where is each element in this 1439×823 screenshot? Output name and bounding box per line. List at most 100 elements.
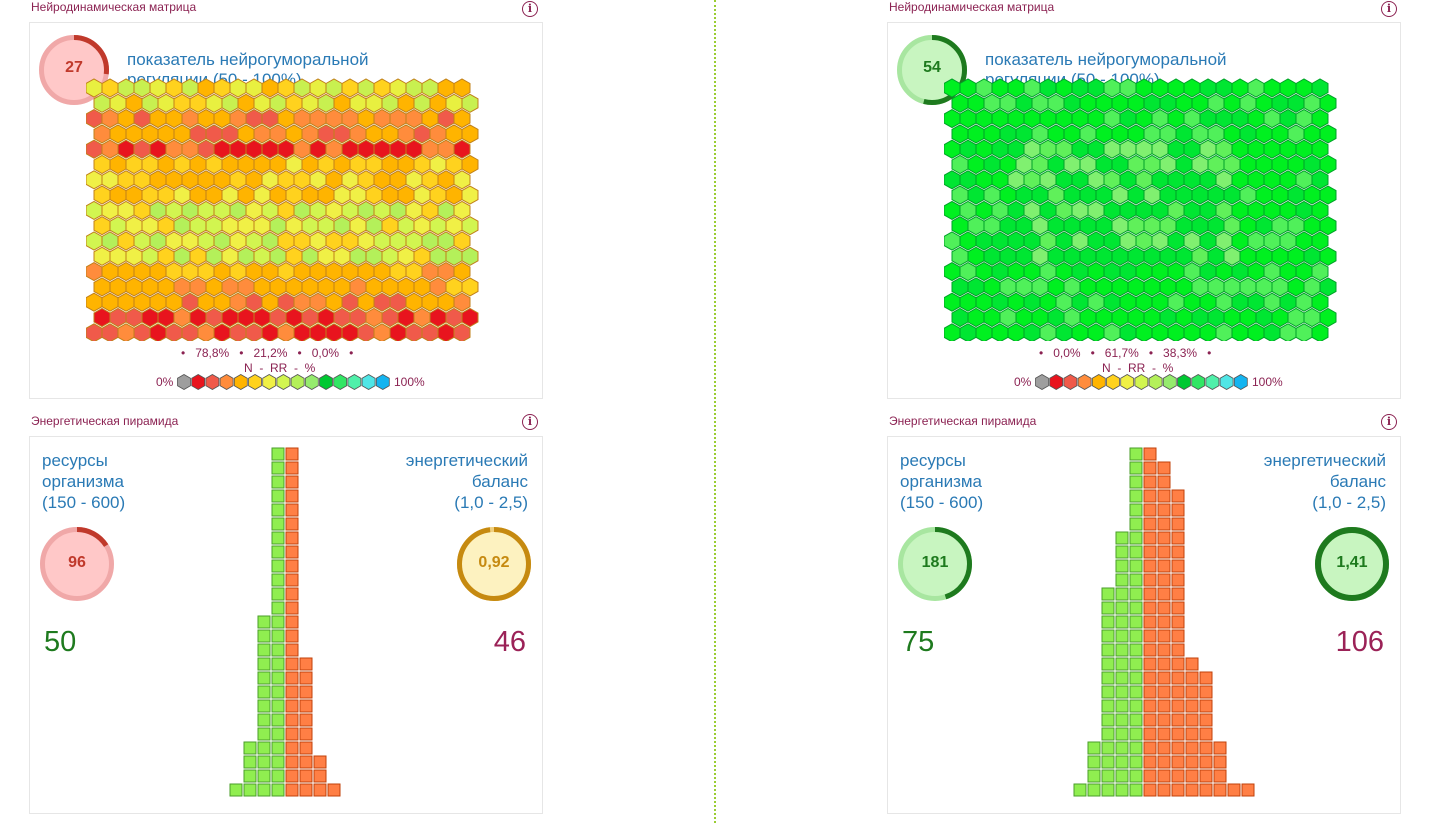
- balance-cell: [299, 783, 313, 797]
- resource-cell: [1115, 685, 1129, 699]
- balance-cell: [1171, 685, 1185, 699]
- hex-cell: [1319, 185, 1337, 205]
- hex-cell: [285, 124, 303, 144]
- hex-cell: [1319, 246, 1337, 266]
- pyramid-info-icon[interactable]: i: [1381, 414, 1397, 430]
- hex-cell: [1287, 246, 1305, 266]
- scale-swatch: [262, 374, 277, 390]
- hex-cell: [325, 170, 343, 190]
- hex-cell: [1231, 170, 1249, 190]
- hex-cell: [1143, 93, 1161, 113]
- resource-cell: [1129, 601, 1143, 615]
- hex-cell: [1127, 93, 1145, 113]
- resource-cell: [257, 643, 271, 657]
- hex-cell: [1183, 323, 1201, 341]
- resource-cell: [257, 615, 271, 629]
- resource-cell: [1129, 503, 1143, 517]
- hex-cell: [309, 200, 327, 220]
- scale-swatch: [1106, 374, 1120, 390]
- hex-cell: [1279, 292, 1297, 312]
- hex-cell: [149, 231, 167, 251]
- hex-cell: [1167, 323, 1185, 341]
- hex-cell: [189, 216, 207, 236]
- balance-cell: [285, 783, 299, 797]
- hex-cell: [1295, 200, 1313, 220]
- hex-cell: [1087, 200, 1105, 220]
- resource-cell: [1115, 615, 1129, 629]
- hex-cell: [975, 231, 993, 251]
- balance-cell: [1171, 755, 1185, 769]
- hex-cell: [1055, 200, 1073, 220]
- scale-swatch: [290, 374, 305, 390]
- hex-cell: [157, 307, 175, 328]
- resource-cell: [1101, 713, 1115, 727]
- hex-cell: [1135, 78, 1153, 98]
- hex-cell: [269, 124, 287, 144]
- scale-swatch: [375, 374, 390, 390]
- hex-cell: [437, 292, 455, 312]
- hex-cell: [341, 139, 359, 159]
- hex-cell: [1023, 231, 1041, 251]
- hex-cell: [405, 323, 423, 341]
- hex-cell: [181, 170, 199, 190]
- resource-cell: [1101, 685, 1115, 699]
- hex-cell: [1095, 307, 1113, 328]
- resource-cell: [1129, 783, 1143, 797]
- resource-cell: [1129, 573, 1143, 587]
- legend-min-label: 0%: [156, 375, 174, 389]
- hex-cell: [429, 216, 447, 236]
- hex-cell: [959, 262, 977, 282]
- resource-cell: [271, 629, 285, 643]
- matrix-info-icon[interactable]: i: [1381, 1, 1397, 17]
- balance-cell: [1157, 531, 1171, 545]
- hex-cell: [413, 246, 431, 266]
- balance-cell: [285, 671, 299, 685]
- balance-cell: [299, 769, 313, 783]
- left-count: 75: [902, 626, 935, 658]
- balance-cell: [1143, 601, 1157, 615]
- hex-cell: [1015, 124, 1033, 144]
- hex-cell: [1143, 307, 1161, 328]
- resource-cell: [271, 643, 285, 657]
- resource-cell: [1129, 615, 1143, 629]
- hex-cell: [1247, 231, 1265, 251]
- hex-cell: [301, 246, 319, 266]
- hex-cell: [213, 139, 231, 159]
- hex-cell: [221, 277, 239, 297]
- hex-cell: [93, 246, 111, 266]
- resource-cell: [1129, 657, 1143, 671]
- hex-cell: [999, 124, 1017, 144]
- matrix-info-icon[interactable]: i: [522, 1, 538, 17]
- balance-cell: [299, 741, 313, 755]
- hex-cell: [959, 323, 977, 341]
- hex-cell: [213, 200, 231, 220]
- hex-cell: [1247, 109, 1265, 129]
- hex-cell: [261, 323, 279, 341]
- resources-range: (150 - 600): [42, 493, 126, 512]
- hex-cell: [1007, 200, 1025, 220]
- hex-cell: [1183, 231, 1201, 251]
- resource-cell: [1129, 713, 1143, 727]
- hex-cell: [453, 109, 471, 129]
- hex-cell: [365, 246, 383, 266]
- hex-cell: [1271, 185, 1289, 205]
- hex-cell: [397, 185, 415, 205]
- hex-cell: [221, 154, 239, 175]
- hex-cell: [1039, 170, 1057, 190]
- hex-cell: [205, 307, 223, 328]
- resource-cell: [257, 629, 271, 643]
- hex-cell: [1271, 307, 1289, 328]
- hex-cell: [253, 93, 271, 113]
- pyramid-info-icon[interactable]: i: [522, 414, 538, 430]
- hex-cell: [1191, 216, 1209, 236]
- hex-cell: [967, 277, 985, 297]
- balance-cell: [1157, 573, 1171, 587]
- balance-cell: [1171, 601, 1185, 615]
- scale-swatch: [1049, 374, 1064, 390]
- balance-cell: [1199, 769, 1213, 783]
- hex-cell: [125, 124, 143, 144]
- hex-cell: [1103, 231, 1121, 251]
- hex-cell: [1159, 307, 1177, 328]
- hex-cell: [277, 323, 295, 341]
- hex-cell: [197, 323, 215, 341]
